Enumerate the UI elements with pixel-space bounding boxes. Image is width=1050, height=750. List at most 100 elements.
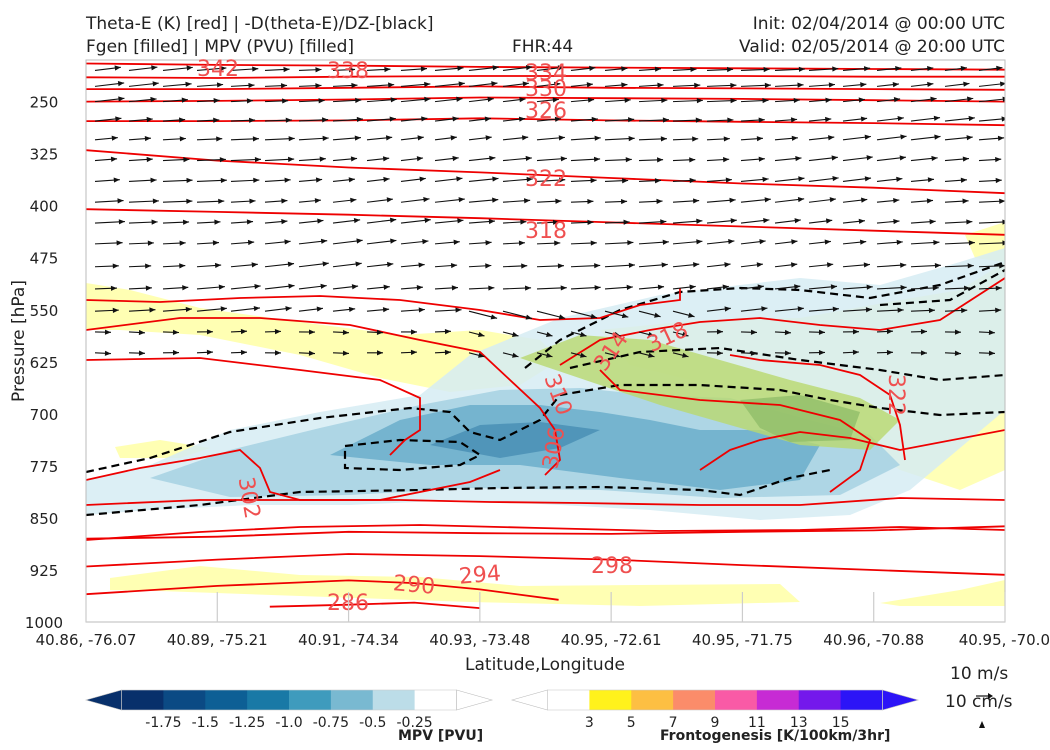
theta-e-contour-330 [86,96,1005,103]
wind-arrow-head [546,331,553,337]
wind-arrow-head [589,65,596,71]
x-tick-label: 40.86, -76.07 [36,631,137,649]
wind-arrow-head [315,83,322,89]
wind-arrow-head [865,307,873,313]
wind-arrow-head [932,285,939,291]
wind-arrow-head [968,115,975,122]
wind-arrow-head [594,135,601,141]
mpv-region-inner [330,405,820,490]
wind-arrow-head [929,219,936,225]
wind-arrow-head [794,218,801,224]
wind-arrow-head [790,117,798,123]
wind-arrow-head [179,136,186,142]
wind-arrow-head [724,262,731,268]
wind-arrow-head [114,65,121,71]
plot-frame [85,59,1006,623]
wind-arrow-head [692,136,699,142]
wind-arrow-head [389,116,396,122]
colorbar-swatch [840,690,883,710]
colorbar-swatch [715,690,758,710]
wind-arrow-head [826,262,834,268]
wind-arrow-head [206,329,213,335]
wind-arrow-head [112,307,119,313]
wind-arrow-head [218,284,225,290]
wind-arrow-head [657,284,665,290]
wind-arrow-head [967,263,974,269]
wind-arrow-head [458,81,465,87]
wind-arrow-head [896,239,903,245]
wind-arrow-head [928,307,935,314]
wind-arrow-head [418,307,425,313]
shaded-fields [86,222,1005,606]
wind-arrow-head [927,177,935,183]
wind-arrow-head [897,115,904,122]
wind-arrow-head [586,82,593,88]
colorbar-outline [547,689,883,711]
wind-arrow-head [758,156,765,162]
y-tick-label: 625 [30,354,59,372]
wind-arrow-head [996,65,1003,71]
colorbar-tick-label: -0.5 [359,715,386,731]
wind-arrow-head [729,197,736,203]
wind-arrow-head [648,352,655,358]
wind-arrow-head [418,262,425,268]
wind-key-arrow-horizontal-head [988,693,993,699]
wind-arrow-head [893,198,900,204]
wind-arrow-head [185,81,192,87]
wind-arrow-head [920,350,927,356]
wind-arrow-head [594,285,601,291]
wind-arrow-head [240,328,247,335]
wind-arrow-head [555,198,562,204]
wind-arrow-head [590,177,597,184]
y-tick-label: 775 [30,458,59,476]
wind-arrow-head [818,329,825,335]
wind-arrow-head [828,82,835,88]
colorbar-swatch [372,690,416,710]
x-axis-label: Latitude,Longitude [465,655,625,675]
title-line-1: Theta-E (K) [red] | -D(theta-E)/DZ-[blac… [86,14,434,34]
wind-arrow-head [492,65,499,71]
wind-arrow-head [138,350,145,356]
colorbar-swatch [414,690,457,710]
wind-arrow-head [829,197,836,203]
wind-arrow-head [308,350,315,356]
wind-arrow-head [252,136,259,142]
wind-key-arrow-vertical-head [979,721,985,728]
wind-arrow-head [750,350,757,356]
axes: 250 325 400 475 550 625 700 775 850 925 100040.86,… [25,94,1050,649]
wind-arrow-head [410,349,417,355]
theta-e-contour-286 [269,601,480,609]
wind-arrow-head [452,155,459,162]
wind-arrow-head [219,157,226,163]
wind-arrow-head [724,306,731,312]
dthetae-contour-bottom [86,468,831,517]
wind-arrow-head [927,65,934,72]
colorbar-swatch [205,690,248,710]
wind-arrow-head [318,98,325,104]
colorbar-swatch [289,690,332,710]
wind-arrow-head [1002,96,1005,102]
wind-arrow-head [138,329,145,336]
colorbar-outline [121,689,457,711]
wind-arrow-head [860,197,868,203]
wind-arrow-head [220,65,227,72]
wind-arrow-head [920,329,927,335]
wind-arrow-head [926,198,934,204]
wind-arrow-head [798,66,805,72]
wind-arrow-head [356,238,363,244]
mpv-region-core [430,422,600,458]
wind-arrow-head [594,263,601,269]
wind-arrow-head [348,306,356,313]
fgen-region-bottom-right [880,580,1005,606]
colorbar-tick-label: 13 [790,715,808,731]
wind-arrow-head [695,117,702,123]
wind-vectors [94,65,1005,358]
wind-arrow-head [696,98,703,104]
wind-arrow-head [682,352,689,358]
wind-arrow-head [660,136,667,142]
wind-arrow-head [621,82,628,88]
wind-arrow-head [172,350,179,356]
wind-arrow-head [628,117,635,123]
wind-arrow-head [730,218,737,224]
wind-arrow-head [818,349,825,356]
